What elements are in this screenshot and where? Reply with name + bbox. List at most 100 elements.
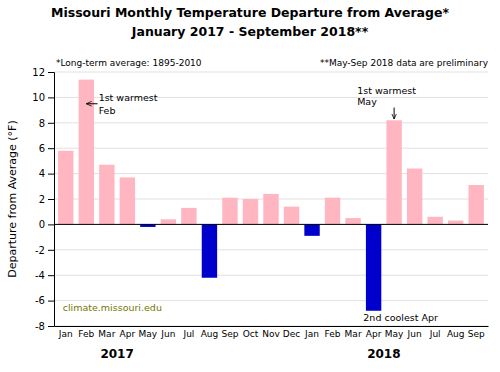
y-tick: 0 — [39, 219, 54, 230]
grid-line — [54, 275, 488, 276]
x-tick: Aug — [447, 326, 465, 339]
x-tick-label: Aug — [201, 329, 219, 339]
x-tick: Mar — [98, 326, 115, 339]
x-tick-label: Feb — [325, 329, 341, 339]
x-tick-label: Mar — [98, 329, 115, 339]
x-tick-label: Jul — [429, 329, 441, 339]
x-tick-label: Apr — [120, 329, 136, 339]
y-tick-label: 4 — [39, 168, 45, 179]
x-tick: Jun — [160, 326, 175, 339]
x-tick-label: Feb — [78, 329, 94, 339]
bar — [243, 199, 258, 224]
bar — [58, 151, 73, 225]
y-tick-mark — [48, 199, 54, 200]
x-tick: May — [139, 326, 158, 339]
chart-container: -8-6-4-2024681012JanFebMarAprMayJunJulAu… — [0, 0, 500, 372]
annotation-arrow — [394, 108, 395, 119]
subtitle: January 2017 - September 2018** — [131, 24, 369, 39]
y-tick-label: -4 — [35, 270, 45, 281]
x-tick-label: Nov — [262, 329, 280, 339]
x-tick-label: Jul — [182, 329, 194, 339]
x-tick: Apr — [120, 326, 136, 339]
y-axis-line — [48, 73, 55, 327]
zero-line — [54, 224, 488, 225]
annotations: 1st warmestFeb1st warmestMay2nd coolest … — [86, 85, 438, 323]
x-tick: Jul — [182, 326, 194, 339]
bar — [222, 198, 237, 225]
x-tick: Jan — [304, 326, 319, 339]
bar — [181, 208, 196, 225]
y-tick-label: 8 — [39, 118, 45, 129]
y-tick-mark — [48, 224, 54, 225]
x-tick-label: May — [139, 329, 158, 339]
y-tick-label: -8 — [35, 321, 45, 332]
y-axis-title: Departure from Average (°F) — [6, 120, 19, 278]
y-tick: -2 — [35, 245, 54, 256]
y-tick-mark — [48, 97, 54, 98]
x-tick: Nov — [262, 326, 280, 339]
grid-line — [54, 173, 488, 174]
y-tick-label: 6 — [39, 143, 45, 154]
x-tick-label: Apr — [366, 329, 382, 339]
annotation: 1st warmest — [357, 85, 416, 96]
y-tick: 6 — [39, 143, 54, 154]
y-tick: 12 — [32, 67, 54, 78]
x-tick: Jan — [58, 326, 73, 339]
bar — [345, 218, 360, 224]
bar — [427, 217, 442, 225]
annotation-arrow — [86, 103, 97, 104]
note: *Long-term average: 1895-2010 — [56, 58, 202, 68]
x-tick: Dec — [283, 326, 300, 339]
bar — [325, 198, 340, 225]
y-tick-mark — [48, 72, 54, 73]
x-tick: Feb — [78, 326, 94, 339]
x-tick-label: Jun — [160, 329, 175, 339]
bar — [366, 224, 381, 310]
bar — [304, 224, 319, 235]
x-tick-label: Sep — [221, 329, 238, 339]
annotation: 1st warmest — [99, 92, 158, 103]
chart-svg: -8-6-4-2024681012JanFebMarAprMayJunJulAu… — [0, 0, 500, 372]
x-tick-label: Aug — [447, 329, 465, 339]
y-tick: -4 — [35, 270, 54, 281]
x-tick: Sep — [221, 326, 238, 339]
x-tick: Oct — [243, 326, 259, 339]
grid-line — [54, 224, 488, 225]
bar — [161, 219, 176, 224]
x-tick-label: Sep — [468, 329, 485, 339]
y-tick-mark — [48, 148, 54, 149]
y-tick-label: -2 — [35, 245, 45, 256]
bar — [407, 169, 422, 225]
y-tick-mark — [48, 250, 54, 251]
grid-line — [54, 148, 488, 149]
annotation: 2nd coolest Apr — [363, 312, 438, 323]
x-tick-label: Dec — [283, 329, 300, 339]
x-axis-line — [55, 326, 489, 327]
y-tick-label: 10 — [32, 92, 45, 103]
y-tick-label: -6 — [35, 295, 45, 306]
watermark: climate.missouri.edu — [63, 302, 162, 313]
annotation: Feb — [99, 105, 116, 116]
note: **May-Sep 2018 data are preliminary — [320, 58, 489, 68]
y-tick-mark — [48, 275, 54, 276]
y-tick-mark — [48, 174, 54, 175]
grid-line — [54, 122, 488, 123]
x-tick-label: Mar — [345, 329, 362, 339]
y-tick: 8 — [39, 118, 54, 129]
bar — [386, 120, 401, 224]
annotation: May — [357, 96, 377, 107]
bar — [263, 194, 278, 224]
y-tick-label: 12 — [32, 67, 45, 78]
x-tick: Sep — [468, 326, 485, 339]
grid-line — [54, 72, 488, 73]
bar — [120, 177, 135, 224]
y-tick: 10 — [32, 92, 54, 103]
x-tick-label: Jan — [304, 329, 319, 339]
grid-line — [54, 249, 488, 250]
year-label: 2017 — [100, 347, 133, 361]
x-tick: Aug — [201, 326, 219, 339]
y-axis: -8-6-4-2024681012 — [32, 67, 54, 332]
x-tick: May — [385, 326, 404, 339]
bar — [99, 165, 114, 225]
x-tick: Feb — [325, 326, 341, 339]
